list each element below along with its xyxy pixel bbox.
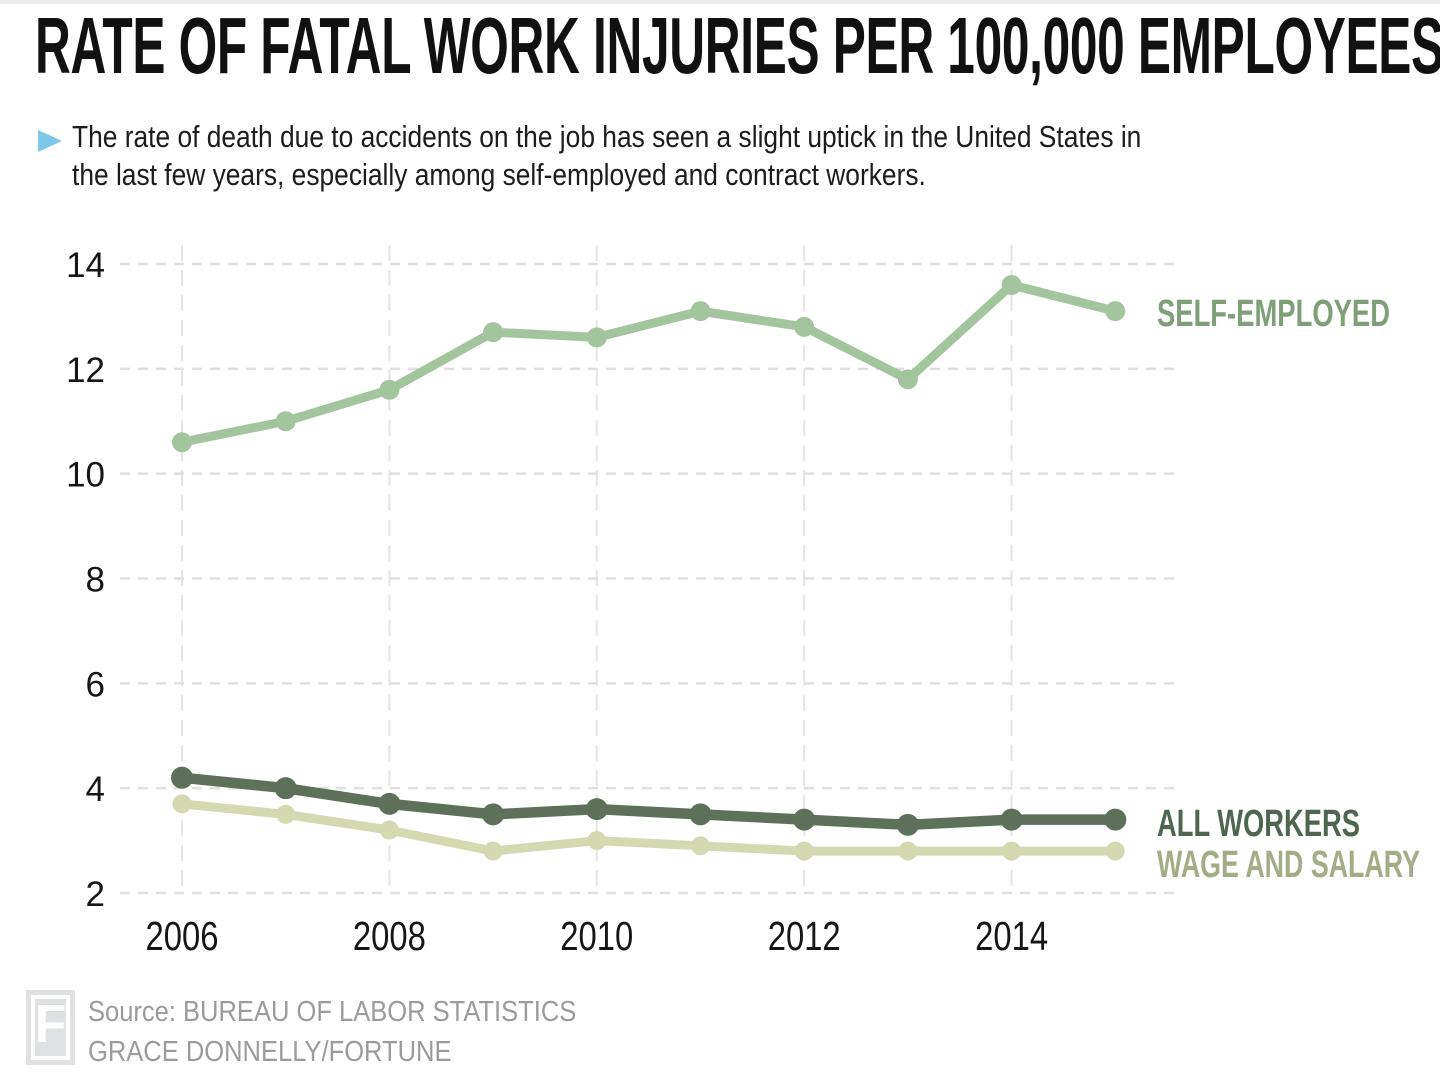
source-text: Source: BUREAU OF LABOR STATISTICS — [88, 996, 577, 1028]
series-line-all-workers — [176, 772, 1121, 831]
data-point-wage-and-salary-2009 — [483, 841, 503, 861]
data-point-all-workers-2014 — [1000, 808, 1023, 831]
fortune-logo: F — [26, 990, 75, 1065]
x-tick-label-2008: 2008 — [353, 913, 426, 959]
data-point-self-employed-2008 — [379, 379, 400, 400]
data-point-wage-and-salary-2006 — [172, 794, 192, 814]
y-tick-label-2: 2 — [86, 875, 105, 914]
y-tick-label-8: 8 — [86, 561, 105, 600]
data-point-all-workers-2011 — [689, 803, 712, 826]
series-line-wage-and-salary — [177, 799, 1120, 856]
series-label-wage-and-salary: WAGE AND SALARY — [1157, 844, 1420, 886]
top-border-strip — [0, 0, 1440, 4]
series-line-self-employed — [177, 280, 1120, 447]
data-point-self-employed-2015 — [1105, 301, 1126, 322]
y-tick-label-4: 4 — [86, 770, 105, 809]
subtitle-line-2: the last few years, especially among sel… — [72, 157, 926, 192]
fortune-logo-frame: F — [31, 995, 70, 1060]
data-point-self-employed-2010 — [586, 327, 607, 348]
data-point-wage-and-salary-2008 — [379, 820, 399, 840]
subtitle: The rate of death due to accidents on th… — [72, 118, 1330, 194]
data-point-self-employed-2012 — [794, 316, 815, 337]
data-point-self-employed-2009 — [483, 322, 504, 343]
page-title-text: RATE OF FATAL WORK INJURIES PER 100,000 … — [35, 1, 1440, 90]
y-tick-label-12: 12 — [66, 351, 105, 390]
credit-text: GRACE DONNELLY/FORTUNE — [88, 1036, 452, 1068]
page-title: RATE OF FATAL WORK INJURIES PER 100,000 … — [35, 6, 1440, 86]
triangle-bullet-icon — [38, 130, 62, 152]
data-point-all-workers-2007 — [274, 777, 297, 800]
data-point-self-employed-2006 — [172, 432, 192, 453]
data-point-wage-and-salary-2012 — [794, 841, 814, 861]
x-tick-label-2010: 2010 — [560, 913, 633, 959]
series-label-self-employed: SELF-EMPLOYED — [1157, 293, 1390, 335]
x-tick-label-2012: 2012 — [768, 913, 841, 959]
data-point-all-workers-2009 — [482, 803, 505, 826]
y-tick-label-10: 10 — [66, 456, 105, 495]
x-tick-label-2006: 2006 — [146, 913, 219, 959]
subtitle-line-1: The rate of death due to accidents on th… — [72, 119, 1142, 154]
data-point-wage-and-salary-2007 — [276, 804, 296, 824]
fortune-logo-letter: F — [34, 995, 67, 1054]
data-point-self-employed-2007 — [275, 411, 296, 432]
data-point-wage-and-salary-2010 — [587, 831, 607, 851]
data-point-self-employed-2014 — [1001, 274, 1022, 295]
y-tick-label-6: 6 — [86, 665, 105, 704]
data-point-all-workers-2008 — [378, 792, 401, 815]
data-point-wage-and-salary-2013 — [898, 841, 918, 861]
series-label-all-workers: ALL WORKERS — [1157, 803, 1360, 845]
data-point-all-workers-2015 — [1104, 808, 1127, 831]
data-point-all-workers-2010 — [585, 798, 608, 821]
data-point-wage-and-salary-2011 — [691, 836, 710, 856]
x-tick-label-2014: 2014 — [975, 913, 1048, 959]
data-point-all-workers-2006 — [171, 766, 193, 789]
data-point-all-workers-2013 — [896, 813, 919, 836]
y-tick-label-14: 14 — [66, 246, 105, 285]
data-point-wage-and-salary-2014 — [1002, 841, 1022, 861]
data-point-self-employed-2011 — [690, 301, 711, 322]
data-point-all-workers-2012 — [793, 808, 816, 831]
data-point-self-employed-2013 — [897, 369, 918, 390]
data-point-wage-and-salary-2015 — [1105, 841, 1125, 861]
source-block: Source: BUREAU OF LABOR STATISTICS GRACE… — [88, 992, 643, 1072]
